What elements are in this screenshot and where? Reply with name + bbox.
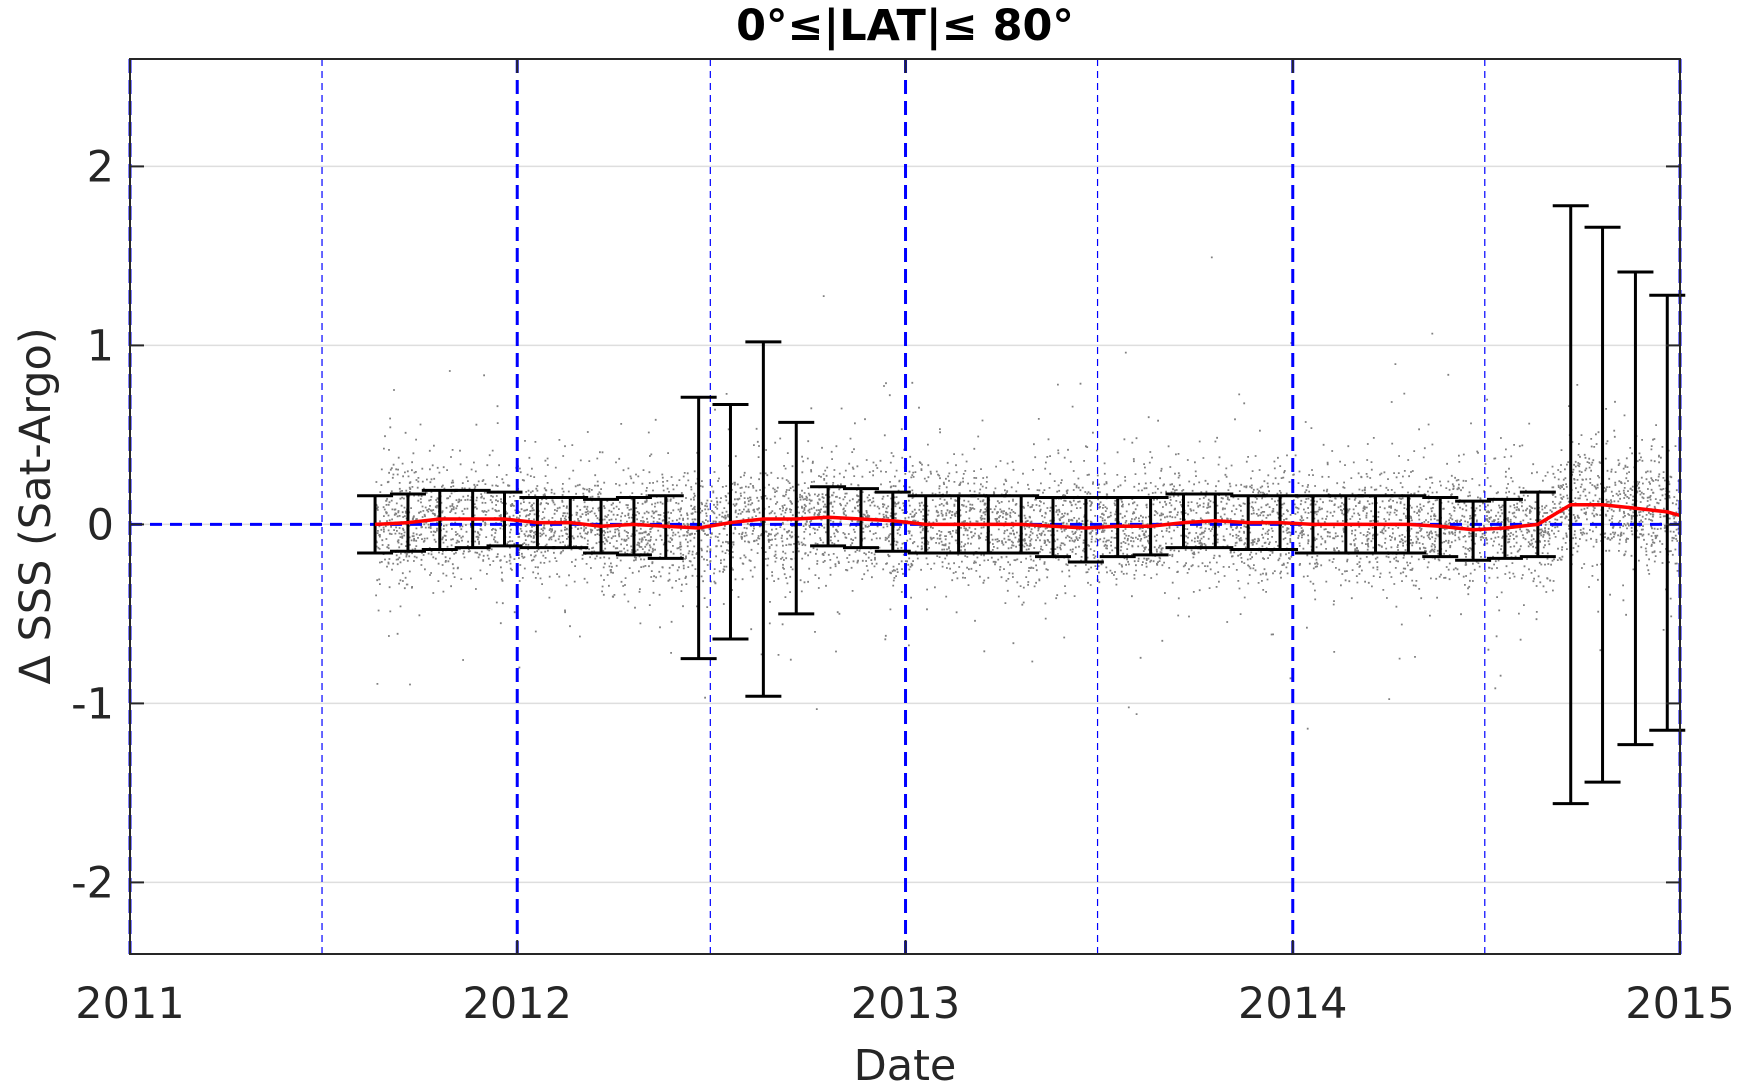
y-axis-label: Δ SSS (Sat-Argo) <box>11 327 61 684</box>
y-tick-label: 1 <box>87 321 114 371</box>
errorbar <box>1067 496 1104 564</box>
errorbar <box>615 496 652 557</box>
x-tick-label: 2014 <box>1238 979 1347 1029</box>
x-axis: 2011 2012 2013 2014 2015 <box>75 59 1735 1029</box>
mean-line <box>375 502 1681 532</box>
errorbar <box>1165 492 1202 550</box>
chart-title: 0°≤|LAT|≤ 80° <box>736 1 1074 51</box>
y-tick-label: 2 <box>87 142 114 192</box>
x-tick-label: 2012 <box>463 979 572 1029</box>
x-tick-label: 2015 <box>1625 979 1734 1029</box>
y-tick-label: 0 <box>87 500 114 550</box>
x-tick-label: 2011 <box>75 979 184 1029</box>
y-axis: -2 -1 0 1 2 <box>71 142 1680 908</box>
y-tick-label: -2 <box>71 858 114 908</box>
errorbar <box>357 494 394 555</box>
x-tick-label: 2013 <box>851 979 960 1029</box>
mean-line-series <box>375 502 1681 532</box>
x-axis-label: Date <box>854 1041 957 1087</box>
y-tick-label: -1 <box>71 679 114 729</box>
